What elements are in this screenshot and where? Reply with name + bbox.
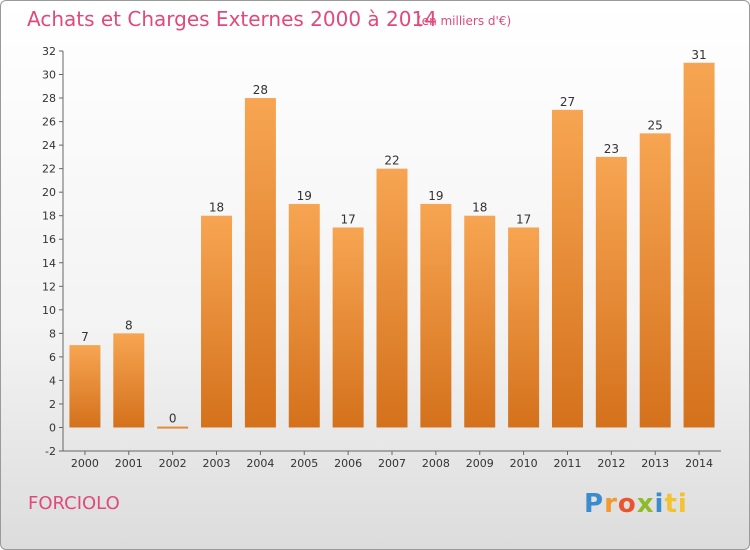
logo-letter: ti	[664, 489, 688, 519]
bar	[683, 62, 715, 428]
bar	[595, 156, 627, 428]
bar	[69, 345, 101, 428]
bar	[288, 203, 320, 428]
y-tick-label: 6	[49, 351, 56, 364]
x-tick-label: 2006	[334, 457, 362, 470]
y-tick-label: 28	[42, 92, 56, 105]
bar	[639, 133, 671, 428]
data-label: 19	[428, 189, 443, 203]
data-label: 31	[691, 48, 706, 62]
data-label: 22	[384, 154, 399, 168]
y-tick-label: 22	[42, 163, 56, 176]
y-tick-label: 4	[49, 374, 56, 387]
logo-letter: x	[636, 489, 655, 519]
data-label: 8	[125, 318, 133, 332]
data-label: 23	[604, 142, 619, 156]
bar	[332, 227, 364, 428]
data-label: 27	[560, 95, 575, 109]
x-tick-label: 2007	[378, 457, 406, 470]
bar	[508, 227, 540, 428]
data-label: 25	[648, 118, 663, 132]
data-label: 19	[297, 189, 312, 203]
x-tick-label: 2002	[159, 457, 187, 470]
y-tick-label: 10	[42, 304, 56, 317]
x-tick-label: 2010	[510, 457, 538, 470]
y-tick-label: 24	[42, 139, 56, 152]
y-tick-label: -2	[45, 445, 56, 458]
y-tick-label: 26	[42, 116, 56, 129]
x-tick-label: 2001	[115, 457, 143, 470]
x-tick-label: 2005	[290, 457, 318, 470]
logo-letter: r	[604, 489, 618, 519]
chart-subtitle: (en milliers d'€)	[417, 14, 512, 28]
x-tick-label: 2014	[685, 457, 713, 470]
x-tick-label: 2009	[466, 457, 494, 470]
logo-letter: o	[617, 489, 637, 519]
data-label: 28	[253, 83, 268, 97]
y-tick-label: 2	[49, 398, 56, 411]
x-tick-label: 2012	[597, 457, 625, 470]
chart-title: Achats et Charges Externes 2000 à 2014	[27, 7, 437, 31]
x-tick-label: 2008	[422, 457, 450, 470]
y-tick-label: 32	[42, 45, 56, 58]
place-name: FORCIOLO	[28, 493, 120, 514]
data-label: 18	[472, 201, 487, 215]
data-label: 0	[169, 411, 177, 425]
bars	[69, 62, 715, 429]
bar	[113, 333, 145, 428]
x-tick-label: 2003	[203, 457, 231, 470]
bar	[201, 215, 233, 428]
x-tick-label: 2000	[71, 457, 99, 470]
data-label: 7	[81, 330, 89, 344]
bar	[551, 109, 583, 428]
data-label: 17	[340, 212, 355, 226]
x-tick-label: 2004	[246, 457, 274, 470]
data-label: 18	[209, 201, 224, 215]
bar	[157, 426, 189, 429]
x-tick-label: 2013	[641, 457, 669, 470]
bar	[420, 203, 452, 428]
y-tick-label: 30	[42, 69, 56, 82]
bar	[376, 168, 408, 428]
y-tick-label: 20	[42, 186, 56, 199]
y-tick-label: 0	[49, 421, 56, 434]
y-tick-label: 18	[42, 210, 56, 223]
y-tick-label: 16	[42, 233, 56, 246]
y-tick-label: 8	[49, 327, 56, 340]
y-tick-label: 14	[42, 257, 56, 270]
logo-letter: i	[654, 489, 665, 519]
data-label: 17	[516, 212, 531, 226]
x-tick-label: 2011	[553, 457, 581, 470]
logo-letter: P	[584, 489, 605, 519]
value-labels: 7 8 0 18 28 19 17 22 19 18 17 27 23 25 31	[81, 48, 707, 426]
proxiti-logo: Proxiti	[584, 489, 688, 519]
y-tick-label: 12	[42, 280, 56, 293]
bar	[244, 98, 276, 428]
bar	[464, 215, 496, 428]
